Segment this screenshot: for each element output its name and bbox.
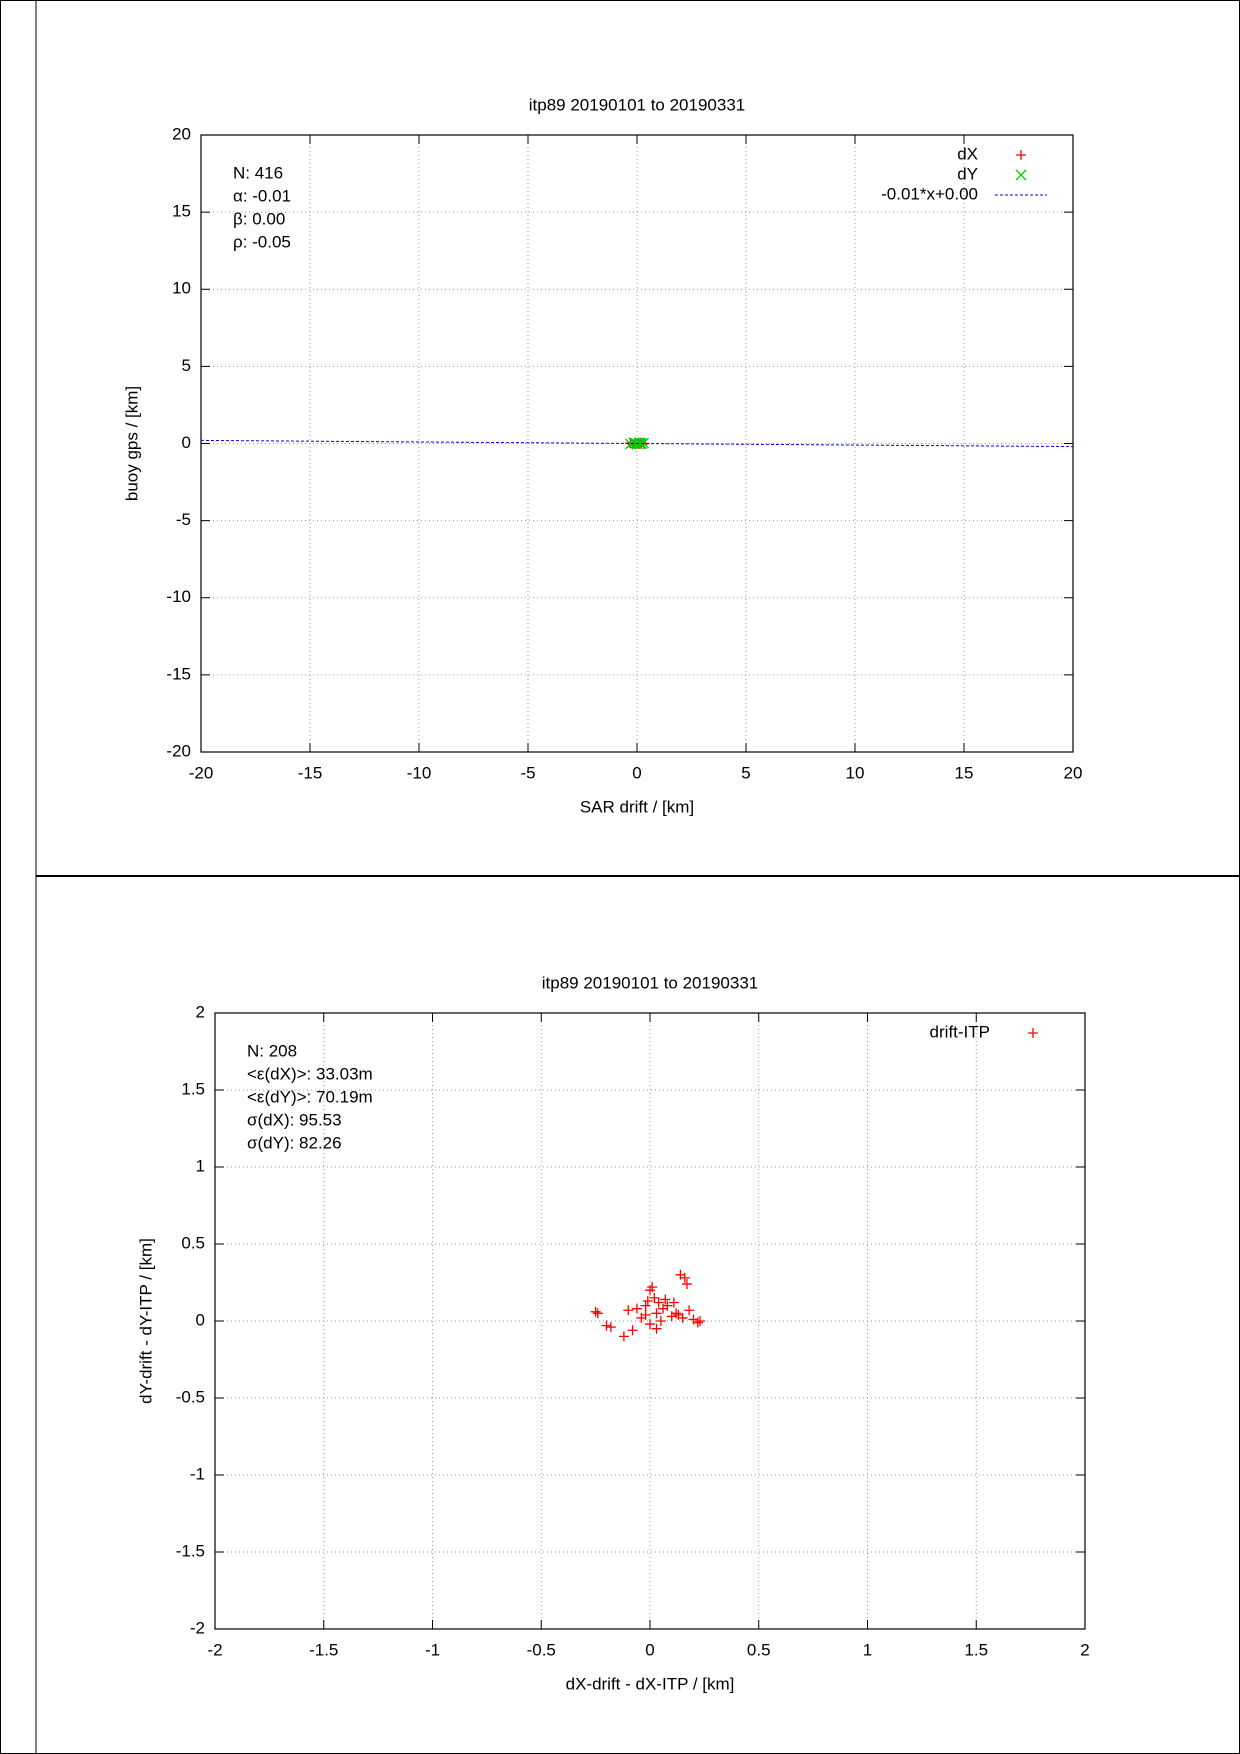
point [655, 1316, 666, 1326]
point [634, 438, 646, 449]
legend-label: dX [957, 144, 978, 163]
annotation: N: 416 [233, 163, 283, 182]
y-tick-label: -20 [166, 741, 191, 760]
x-tick-label: -15 [298, 763, 323, 782]
x-tick-label: 20 [1064, 763, 1083, 782]
y-tick-label: -5 [176, 510, 191, 529]
x-tick-label: 1.5 [964, 1640, 988, 1659]
x-axis-label: SAR drift / [km] [580, 797, 694, 816]
x-tick-label: -1 [425, 1640, 440, 1659]
legend-label: -0.01*x+0.00 [881, 184, 978, 203]
point [631, 1303, 642, 1314]
point [647, 1282, 658, 1293]
point [601, 1320, 612, 1331]
point [651, 1308, 662, 1319]
plot-frame [200, 134, 1074, 753]
x-tick-label: -2 [207, 1640, 222, 1659]
x-tick-label: -20 [189, 763, 214, 782]
x-tick-label: 5 [741, 763, 750, 782]
legend-swatch [1016, 150, 1026, 160]
annotation: α: -0.01 [233, 186, 291, 205]
point [627, 1325, 638, 1336]
annotation: <ε(dY)>: 70.19m [247, 1087, 373, 1106]
y-tick-label: 0 [196, 1310, 205, 1329]
point [684, 1305, 695, 1316]
annotation: β: 0.00 [233, 209, 285, 228]
point [681, 1279, 692, 1290]
annotation: σ(dY): 82.26 [247, 1133, 342, 1152]
x-tick-label: -10 [407, 763, 432, 782]
point [590, 1306, 601, 1317]
y-tick-label: 1 [196, 1156, 205, 1175]
y-tick-label: 10 [172, 279, 191, 298]
point [640, 1309, 651, 1320]
y-tick-label: 2 [196, 1002, 205, 1021]
point [662, 1300, 673, 1311]
point [642, 1295, 653, 1306]
x-tick-label: 2 [1080, 1640, 1089, 1659]
point [668, 1297, 679, 1308]
y-tick-label: 15 [172, 202, 191, 221]
x-tick-label: -0.5 [527, 1640, 556, 1659]
point [645, 1319, 655, 1330]
annotation: σ(dX): 95.53 [247, 1110, 342, 1129]
x-tick-label: 0 [645, 1640, 654, 1659]
y-tick-label: -15 [166, 664, 191, 683]
point [692, 1317, 703, 1328]
point [695, 1316, 706, 1326]
plot-frame [214, 1012, 1086, 1630]
point [653, 1297, 664, 1308]
annotation: <ε(dX)>: 33.03m [247, 1064, 373, 1083]
point [671, 1308, 682, 1319]
y-tick-label: 0 [182, 433, 191, 452]
y-tick-label: -0.5 [176, 1387, 205, 1406]
y-tick-label: -2 [190, 1618, 205, 1637]
legend-swatch [1015, 169, 1027, 181]
x-tick-label: -1.5 [309, 1640, 338, 1659]
point [623, 1305, 634, 1316]
point [638, 437, 649, 449]
y-axis-label: buoy gps / [km] [122, 386, 141, 501]
point [592, 1308, 603, 1319]
annotation: ρ: -0.05 [233, 232, 291, 251]
point [673, 1309, 684, 1320]
fit-line [200, 439, 1074, 448]
y-tick-label: -1.5 [176, 1541, 205, 1560]
point [651, 1323, 662, 1334]
x-tick-label: -5 [520, 763, 535, 782]
point [660, 1294, 671, 1305]
legend-label: dY [957, 164, 978, 183]
x-tick-label: 0.5 [747, 1640, 771, 1659]
y-tick-label: -1 [190, 1464, 205, 1483]
y-tick-label: -10 [166, 587, 191, 606]
x-tick-label: 10 [846, 763, 865, 782]
x-tick-label: 1 [863, 1640, 872, 1659]
x-tick-label: 0 [632, 763, 641, 782]
point [640, 1300, 651, 1311]
y-tick-label: 1.5 [181, 1079, 205, 1098]
y-axis-label: dY-drift - dY-ITP / [km] [136, 1238, 155, 1404]
y-tick-label: 20 [172, 124, 191, 143]
y-tick-label: 5 [182, 356, 191, 375]
point [649, 1292, 660, 1303]
point [605, 1322, 616, 1333]
x-axis-label: dX-drift - dX-ITP / [km] [566, 1674, 735, 1693]
point [679, 1272, 690, 1283]
annotation: N: 208 [247, 1041, 297, 1060]
legend-swatch [1028, 1028, 1038, 1038]
legend-label: drift-ITP [930, 1022, 990, 1041]
chart-title: itp89 20190101 to 20190331 [542, 973, 758, 992]
point [618, 1331, 629, 1342]
x-tick-label: 15 [955, 763, 974, 782]
chart-title: itp89 20190101 to 20190331 [529, 95, 745, 114]
y-tick-label: 0.5 [181, 1233, 205, 1252]
